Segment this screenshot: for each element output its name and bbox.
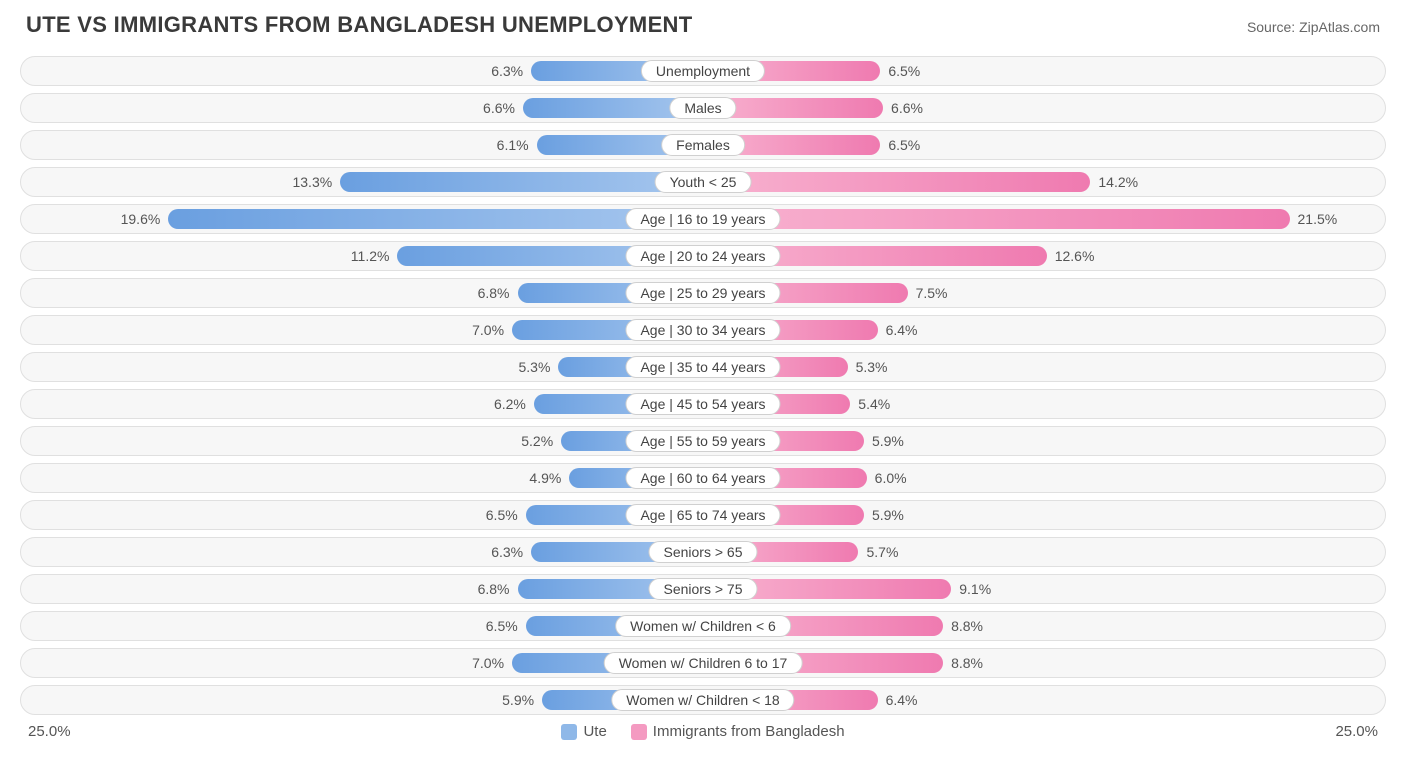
value-label-right: 6.4% <box>886 692 918 708</box>
chart-title: UTE VS IMMIGRANTS FROM BANGLADESH UNEMPL… <box>26 12 692 38</box>
category-label: Age | 25 to 29 years <box>625 282 780 304</box>
chart-row: 7.0% 8.8% Women w/ Children 6 to 17 <box>20 648 1386 678</box>
chart-row: 11.2% 12.6% Age | 20 to 24 years <box>20 241 1386 271</box>
value-label-left: 7.0% <box>472 655 504 671</box>
chart-row: 5.3% 5.3% Age | 35 to 44 years <box>20 352 1386 382</box>
value-label-left: 6.8% <box>478 285 510 301</box>
chart-row: 7.0% 6.4% Age | 30 to 34 years <box>20 315 1386 345</box>
category-label: Women w/ Children < 6 <box>615 615 791 637</box>
value-label-right: 8.8% <box>951 618 983 634</box>
diverging-bar-chart: 6.3% 6.5% Unemployment 6.6% 6.6% Males 6.1% 6.5… <box>20 56 1386 715</box>
value-label-right: 6.4% <box>886 322 918 338</box>
value-label-left: 6.2% <box>494 396 526 412</box>
value-label-right: 6.5% <box>888 63 920 79</box>
chart-row: 6.5% 8.8% Women w/ Children < 6 <box>20 611 1386 641</box>
value-label-left: 6.5% <box>486 507 518 523</box>
value-label-right: 5.3% <box>856 359 888 375</box>
value-label-right: 14.2% <box>1098 174 1138 190</box>
legend-label-left: Ute <box>583 723 606 740</box>
value-label-left: 11.2% <box>351 248 390 264</box>
value-label-left: 6.3% <box>491 544 523 560</box>
value-label-left: 7.0% <box>472 322 504 338</box>
category-label: Unemployment <box>641 60 765 82</box>
legend-swatch-right <box>631 724 647 740</box>
axis-legend-row: 25.0% Ute Immigrants from Bangladesh 25.… <box>20 723 1386 740</box>
chart-row: 6.5% 5.9% Age | 65 to 74 years <box>20 500 1386 530</box>
chart-row: 13.3% 14.2% Youth < 25 <box>20 167 1386 197</box>
category-label: Seniors > 65 <box>649 541 758 563</box>
chart-row: 6.2% 5.4% Age | 45 to 54 years <box>20 389 1386 419</box>
bar-left <box>168 209 703 229</box>
legend-item-left: Ute <box>561 723 606 740</box>
chart-row: 6.8% 9.1% Seniors > 75 <box>20 574 1386 604</box>
value-label-right: 7.5% <box>916 285 948 301</box>
value-label-right: 5.9% <box>872 507 904 523</box>
category-label: Women w/ Children < 18 <box>611 689 794 711</box>
value-label-right: 5.9% <box>872 433 904 449</box>
value-label-right: 6.0% <box>875 470 907 486</box>
chart-row: 6.3% 5.7% Seniors > 65 <box>20 537 1386 567</box>
value-label-left: 13.3% <box>292 174 332 190</box>
value-label-right: 9.1% <box>959 581 991 597</box>
category-label: Females <box>661 134 745 156</box>
chart-source: Source: ZipAtlas.com <box>1247 19 1380 35</box>
value-label-left: 19.6% <box>121 211 161 227</box>
category-label: Age | 35 to 44 years <box>625 356 780 378</box>
value-label-left: 6.5% <box>486 618 518 634</box>
value-label-left: 4.9% <box>529 470 561 486</box>
value-label-right: 21.5% <box>1298 211 1338 227</box>
category-label: Age | 30 to 34 years <box>625 319 780 341</box>
category-label: Age | 16 to 19 years <box>625 208 780 230</box>
category-label: Age | 20 to 24 years <box>625 245 780 267</box>
chart-row: 6.6% 6.6% Males <box>20 93 1386 123</box>
axis-max-right: 25.0% <box>1335 723 1378 740</box>
category-label: Seniors > 75 <box>649 578 758 600</box>
value-label-left: 5.2% <box>521 433 553 449</box>
category-label: Youth < 25 <box>655 171 752 193</box>
axis-max-left: 25.0% <box>28 723 71 740</box>
category-label: Age | 65 to 74 years <box>625 504 780 526</box>
category-label: Women w/ Children 6 to 17 <box>604 652 803 674</box>
chart-row: 4.9% 6.0% Age | 60 to 64 years <box>20 463 1386 493</box>
value-label-right: 6.5% <box>888 137 920 153</box>
chart-row: 19.6% 21.5% Age | 16 to 19 years <box>20 204 1386 234</box>
bar-right <box>703 209 1290 229</box>
value-label-right: 5.7% <box>866 544 898 560</box>
category-label: Age | 60 to 64 years <box>625 467 780 489</box>
value-label-right: 8.8% <box>951 655 983 671</box>
value-label-left: 6.3% <box>491 63 523 79</box>
bar-right <box>703 172 1090 192</box>
value-label-left: 6.1% <box>497 137 529 153</box>
legend-label-right: Immigrants from Bangladesh <box>653 723 845 740</box>
chart-row: 5.9% 6.4% Women w/ Children < 18 <box>20 685 1386 715</box>
value-label-right: 6.6% <box>891 100 923 116</box>
chart-row: 6.1% 6.5% Females <box>20 130 1386 160</box>
value-label-left: 6.6% <box>483 100 515 116</box>
value-label-right: 12.6% <box>1055 248 1095 264</box>
value-label-left: 5.3% <box>519 359 551 375</box>
bar-left <box>340 172 703 192</box>
chart-row: 6.3% 6.5% Unemployment <box>20 56 1386 86</box>
chart-row: 6.8% 7.5% Age | 25 to 29 years <box>20 278 1386 308</box>
legend-swatch-left <box>561 724 577 740</box>
value-label-left: 5.9% <box>502 692 534 708</box>
legend: Ute Immigrants from Bangladesh <box>561 723 844 740</box>
category-label: Age | 55 to 59 years <box>625 430 780 452</box>
legend-item-right: Immigrants from Bangladesh <box>631 723 845 740</box>
category-label: Age | 45 to 54 years <box>625 393 780 415</box>
chart-row: 5.2% 5.9% Age | 55 to 59 years <box>20 426 1386 456</box>
category-label: Males <box>669 97 736 119</box>
value-label-right: 5.4% <box>858 396 890 412</box>
value-label-left: 6.8% <box>478 581 510 597</box>
